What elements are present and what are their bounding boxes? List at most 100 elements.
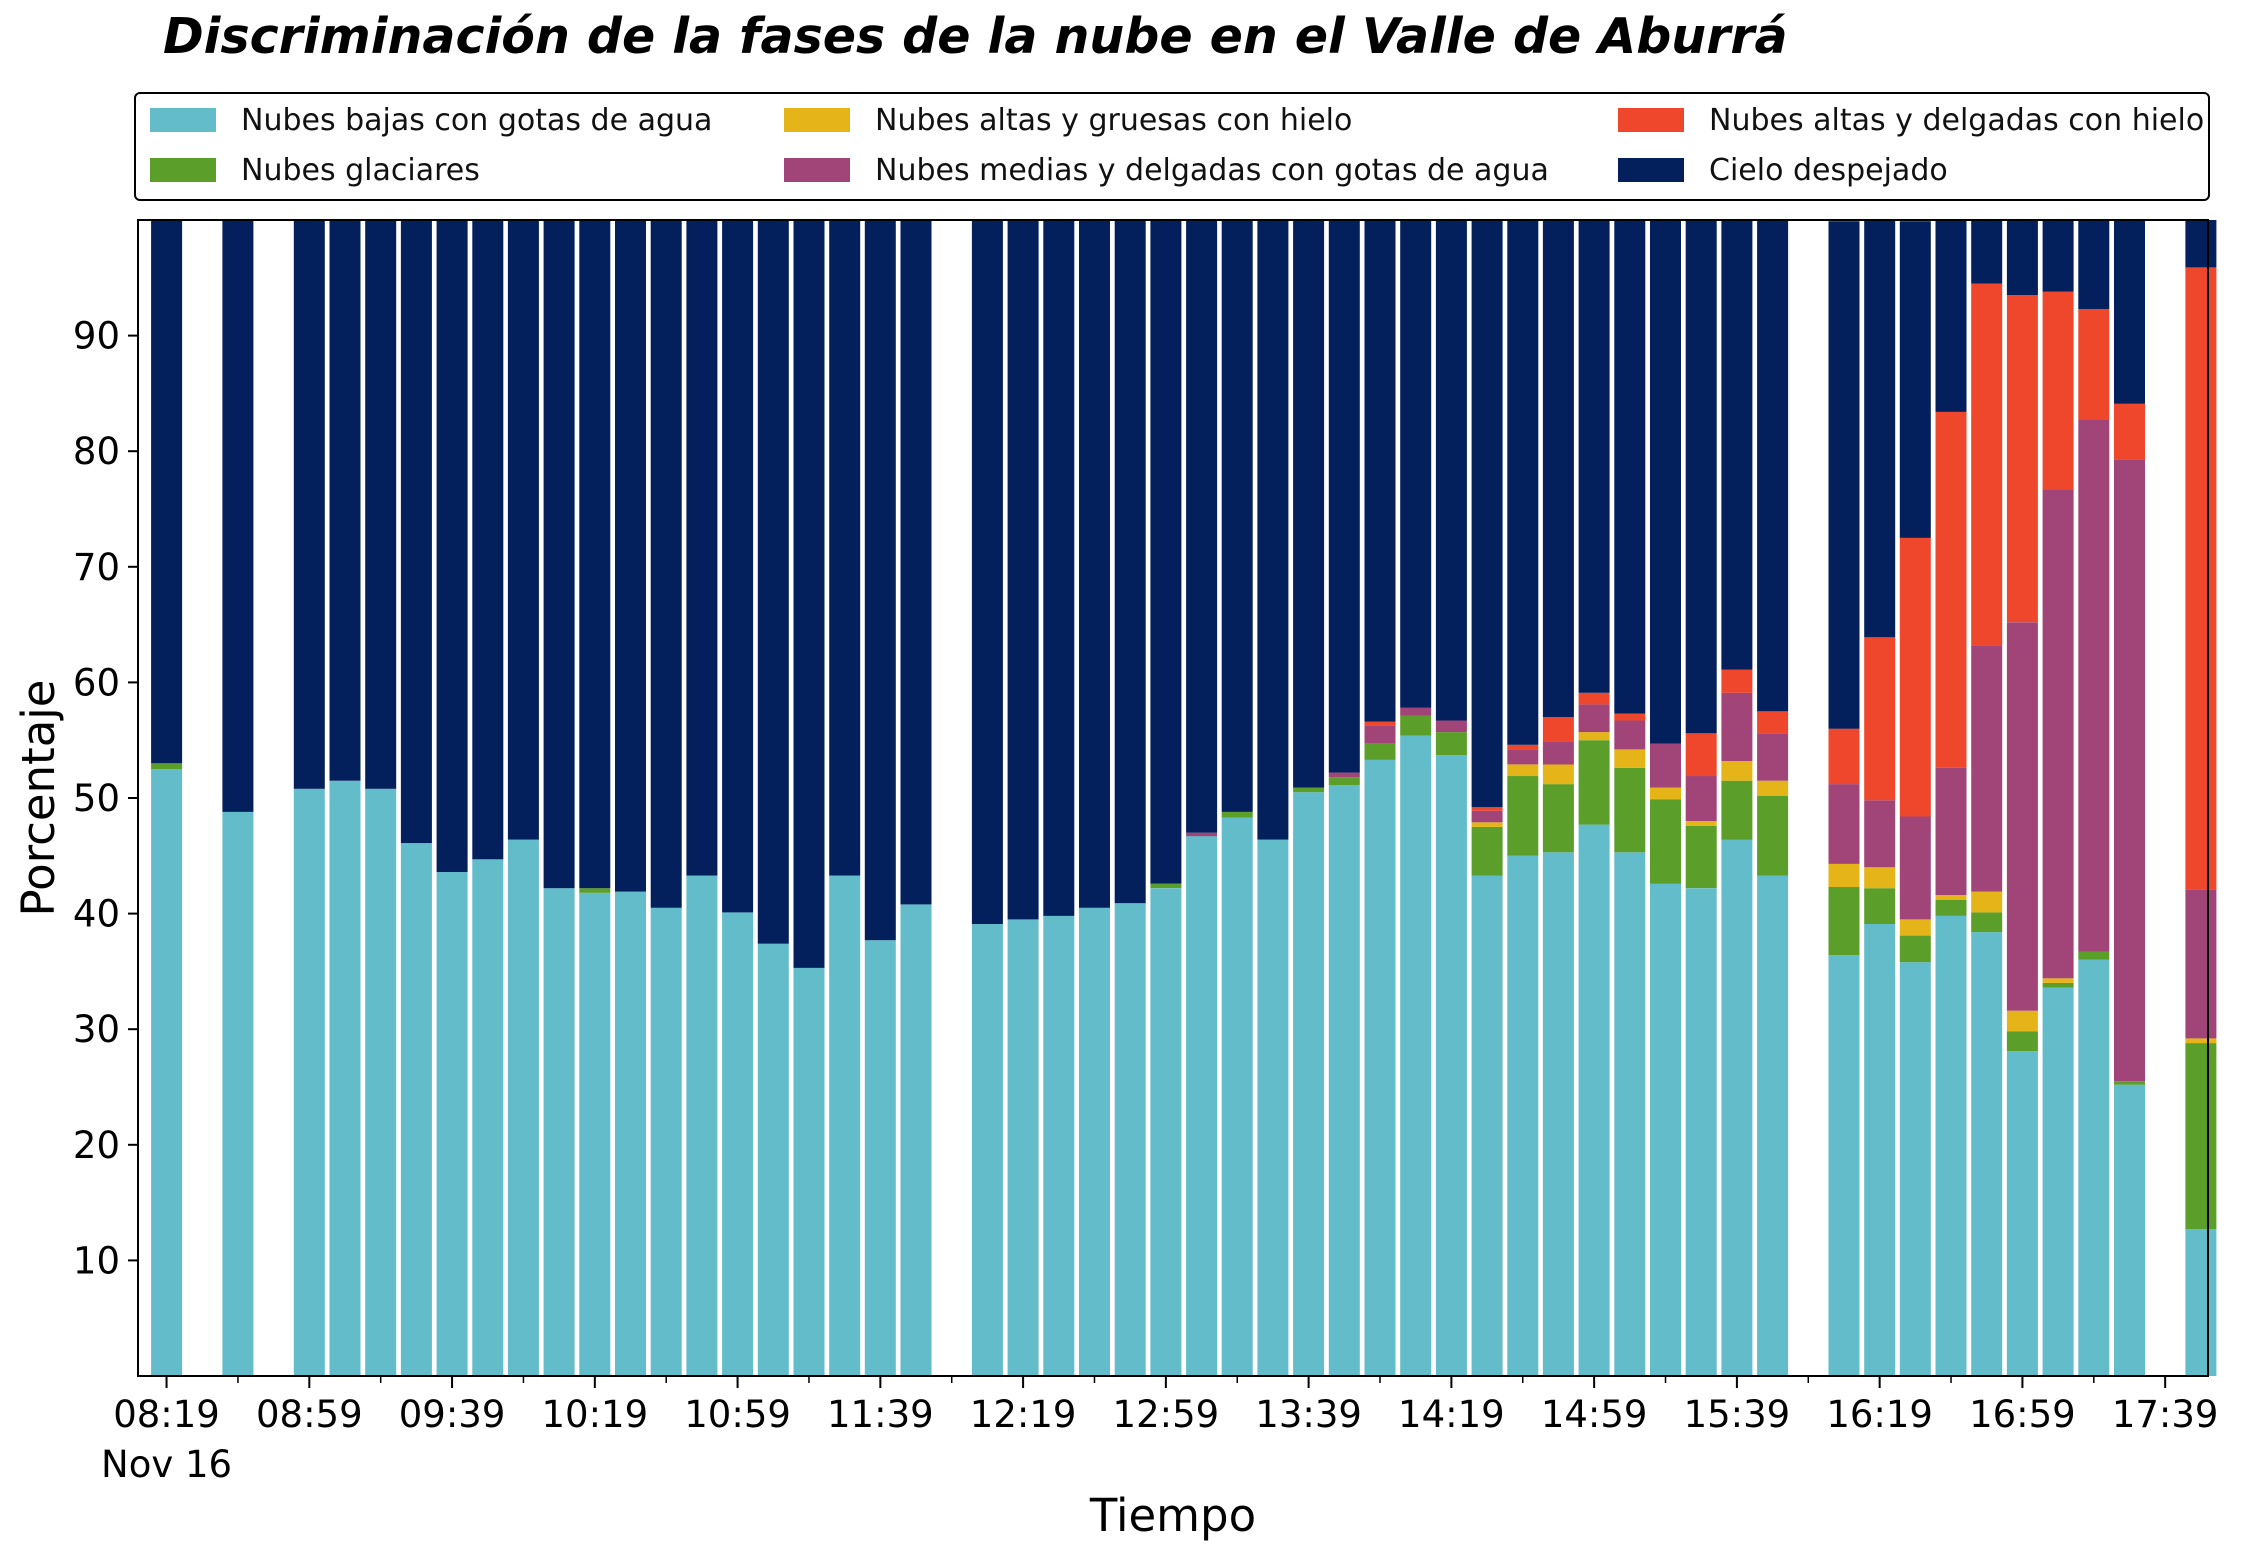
legend-label: Nubes altas y delgadas con hielo <box>1709 102 2205 138</box>
bar-segment <box>1150 220 1182 884</box>
bar-segment <box>1079 220 1110 908</box>
bar-segment <box>1542 852 1574 1376</box>
bar-segment <box>1757 220 1789 712</box>
bar-segment <box>2114 1081 2145 1085</box>
bar-segment <box>2185 1229 2217 1376</box>
bar-segment <box>1400 715 1432 736</box>
bar-segment <box>1650 883 1681 1376</box>
bar-segment <box>1542 764 1574 785</box>
bar-segment <box>365 220 397 789</box>
bar-segment <box>971 220 1003 924</box>
bar-segment <box>2006 220 2038 296</box>
bar-segment <box>1757 733 1789 781</box>
bar-segment <box>1757 875 1789 1376</box>
x-tick-label: 12:19 <box>970 1393 1077 1436</box>
bar-segment <box>1221 811 1253 818</box>
x-tick-label: 10:19 <box>542 1393 649 1436</box>
bar-segment <box>686 220 718 876</box>
bar-segment <box>151 763 183 770</box>
bar-segment <box>757 943 789 1376</box>
bar-segment <box>2042 489 2074 979</box>
bar-segment <box>507 220 539 840</box>
bar-segment <box>1079 907 1110 1376</box>
bar-segment <box>1293 220 1325 788</box>
bar-segment <box>1043 220 1075 916</box>
bar-segment <box>1650 743 1681 788</box>
x-tick-label: 17:39 <box>2112 1393 2219 1436</box>
bar-segment <box>1435 755 1467 1376</box>
legend-label: Nubes glaciares <box>241 152 480 188</box>
bar-segment <box>1971 912 2003 933</box>
bar-segment <box>1257 220 1289 840</box>
legend: Nubes bajas con gotas de agua Nubes glaci… <box>134 92 2210 201</box>
bar-segment <box>1400 707 1432 716</box>
bar-segment <box>151 220 183 764</box>
bar-segment <box>1899 816 1931 920</box>
bar-segment <box>365 788 397 1376</box>
bar-segment <box>757 220 789 944</box>
bar-segment <box>1864 637 1896 801</box>
x-axis-label: Tiempo <box>1089 1489 1256 1542</box>
bar-segment <box>2042 220 2074 292</box>
bar-segment <box>2006 1010 2038 1032</box>
bar-segment <box>1935 899 1967 916</box>
bar-segment <box>293 220 325 789</box>
bar-segment <box>1186 220 1218 833</box>
bars <box>151 220 2217 1376</box>
bar-segment <box>1828 221 1860 729</box>
bar-segment <box>1471 822 1503 827</box>
bar-segment <box>650 907 682 1376</box>
bar-segment <box>1685 220 1717 734</box>
bar-segment <box>1971 283 2003 646</box>
bar-segment <box>2042 983 2074 988</box>
legend-entry: Nubes medias y delgadas con gotas de agu… <box>784 150 1549 190</box>
bar-segment <box>1899 962 1931 1376</box>
bar-segment <box>1757 795 1789 876</box>
bar-segment <box>1578 732 1610 741</box>
bar-segment <box>2114 403 2145 460</box>
bar-segment <box>1328 777 1360 786</box>
bar-segment <box>1721 220 1753 670</box>
bar-segment <box>829 220 861 876</box>
legend-swatch <box>1618 158 1684 182</box>
y-tick-label: 10 <box>73 1239 120 1282</box>
bar-segment <box>1828 887 1860 956</box>
bar-segment <box>1435 720 1467 733</box>
bar-segment <box>1471 826 1503 876</box>
bar-segment <box>829 875 861 1376</box>
bar-segment <box>1328 772 1360 778</box>
bar-segment <box>1471 875 1503 1376</box>
bar-segment <box>1542 784 1574 853</box>
bar-segment <box>1400 735 1432 1376</box>
bar-segment <box>543 888 575 1376</box>
bar-segment <box>1471 220 1503 808</box>
bar-segment <box>1578 740 1610 825</box>
bar-segment <box>1971 645 2003 892</box>
bar-segment <box>1828 728 1860 785</box>
bar-segment <box>1435 220 1467 721</box>
bar-segment <box>579 888 611 893</box>
bar-segment <box>1828 863 1860 887</box>
bar-segment <box>1221 817 1253 1376</box>
bar-segment <box>2042 291 2074 490</box>
bar-segment <box>2078 220 2110 309</box>
bar-segment <box>1578 220 1610 693</box>
bar-segment <box>1507 744 1539 750</box>
bar-segment <box>1614 220 1646 714</box>
bar-segment <box>543 220 575 889</box>
bar-segment <box>1507 749 1539 765</box>
bar-segment <box>793 967 825 1376</box>
y-tick-label: 30 <box>73 1008 120 1051</box>
bar-segment <box>1542 717 1574 742</box>
bar-segment <box>579 892 611 1376</box>
bar-segment <box>1507 776 1539 856</box>
legend-entry: Nubes altas y delgadas con hielo <box>1618 100 2204 140</box>
bar-segment <box>1864 220 1896 638</box>
x-tick-sublabel: Nov 16 <box>101 1443 232 1486</box>
x-tick-label: 12:59 <box>1113 1393 1220 1436</box>
bar-segment <box>1114 903 1146 1376</box>
legend-swatch <box>784 108 850 132</box>
bar-segment <box>1721 692 1753 761</box>
x-tick-label: 10:59 <box>684 1393 791 1436</box>
bar-segment <box>2042 987 2074 1376</box>
